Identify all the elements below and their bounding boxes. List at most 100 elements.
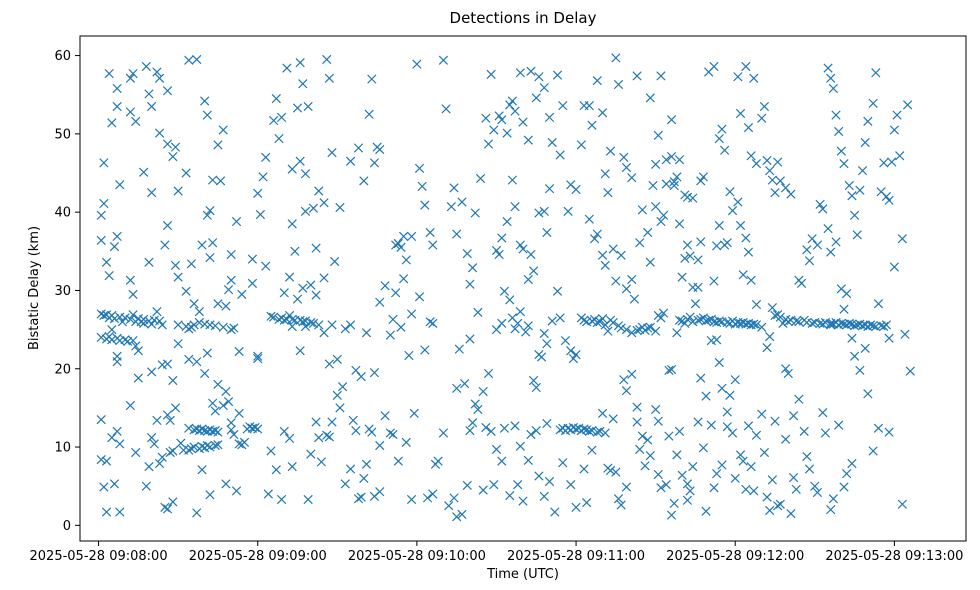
data-point [213, 140, 223, 150]
data-point [674, 426, 685, 437]
data-point [467, 263, 478, 273]
data-point [873, 423, 884, 433]
data-point [194, 317, 204, 328]
data-point [192, 508, 202, 518]
data-point [812, 487, 823, 498]
data-point [542, 418, 552, 429]
data-point [454, 344, 464, 354]
data-point [738, 456, 748, 466]
data-point [422, 493, 433, 503]
data-point [157, 452, 167, 462]
data-point [733, 72, 743, 82]
data-point [287, 314, 297, 325]
data-point [696, 373, 706, 383]
data-point [478, 386, 488, 397]
data-point [791, 484, 801, 494]
data-point [627, 274, 637, 285]
data-point [162, 139, 173, 149]
data-point [534, 72, 544, 82]
data-point [420, 345, 430, 355]
data-point [473, 307, 483, 318]
data-point [104, 270, 114, 281]
data-point [582, 498, 592, 508]
data-point [844, 180, 854, 191]
data-point [828, 494, 838, 504]
data-point [773, 157, 783, 167]
data-point [465, 334, 475, 344]
data-point [823, 63, 833, 73]
data-point [460, 379, 470, 389]
data-point [131, 341, 141, 351]
data-point [420, 200, 430, 210]
data-point [815, 199, 825, 209]
data-point [621, 482, 632, 492]
data-point [536, 352, 547, 362]
data-point [632, 417, 642, 427]
data-point [592, 76, 602, 86]
data-point [826, 73, 836, 83]
data-point [348, 415, 358, 426]
data-point [170, 403, 181, 413]
data-point [253, 353, 263, 364]
data-point [584, 426, 594, 437]
data-point [643, 435, 653, 445]
data-point [314, 433, 324, 443]
data-point [534, 471, 544, 481]
data-point [221, 386, 231, 397]
data-point [184, 354, 194, 364]
data-point [316, 457, 327, 467]
data-point [656, 483, 666, 493]
data-point [160, 240, 170, 250]
data-point [213, 299, 223, 309]
data-point [401, 437, 411, 447]
data-point [154, 316, 165, 326]
data-point [146, 433, 157, 443]
data-point [900, 329, 910, 339]
data-point [367, 427, 377, 437]
data-point [332, 354, 342, 364]
data-point [515, 441, 525, 451]
data-point [802, 451, 812, 462]
data-point [717, 460, 727, 470]
data-point [146, 367, 157, 377]
data-point [356, 371, 366, 382]
data-point [621, 284, 632, 294]
data-point [780, 364, 791, 374]
data-point [154, 458, 165, 469]
data-point [393, 238, 403, 249]
data-point [881, 191, 892, 202]
data-point [831, 110, 841, 120]
data-point [571, 350, 581, 360]
data-point [839, 304, 849, 314]
data-point [828, 83, 838, 94]
data-point [674, 219, 685, 229]
data-point [552, 286, 563, 296]
data-point [284, 272, 295, 282]
data-point [727, 428, 738, 438]
data-point [414, 292, 425, 302]
data-point [566, 480, 576, 490]
data-point [369, 368, 380, 378]
data-point [767, 303, 777, 313]
data-point [666, 364, 677, 375]
data-point [202, 348, 212, 358]
data-point [276, 112, 287, 123]
data-point [666, 510, 677, 520]
data-point [751, 430, 762, 440]
data-point [613, 494, 624, 504]
data-point [391, 288, 401, 298]
data-point [202, 110, 212, 120]
data-point [767, 475, 777, 485]
data-point [184, 324, 194, 334]
data-point [579, 315, 589, 325]
data-point [627, 173, 637, 183]
data-point [208, 175, 218, 185]
y-tick-label: 40 [54, 206, 71, 221]
data-point [709, 61, 719, 72]
data-point [292, 103, 303, 113]
data-point [698, 172, 709, 182]
data-point [205, 442, 215, 452]
data-point [271, 465, 281, 475]
data-point [717, 124, 727, 134]
data-point [226, 275, 236, 285]
